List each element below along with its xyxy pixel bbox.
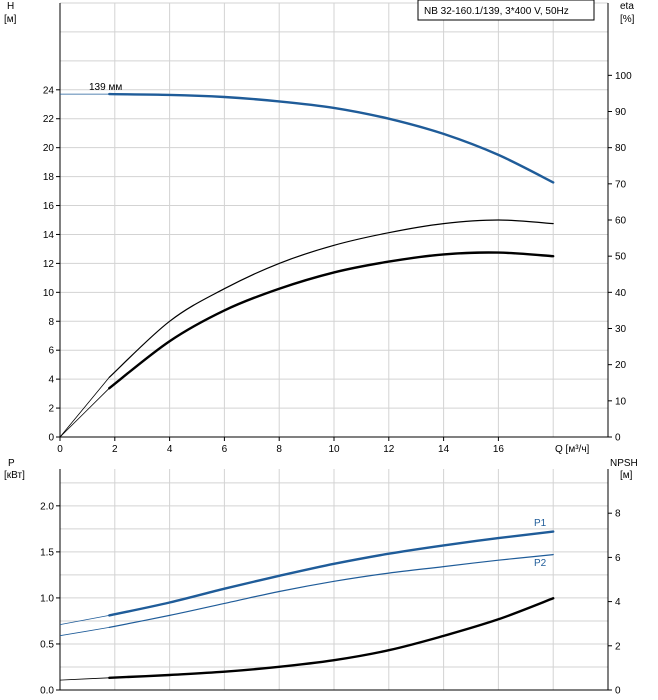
chart-title: NB 32-160.1/139, 3*400 V, 50Hz — [424, 6, 569, 17]
y-axis-name-P: P — [8, 458, 15, 469]
top-tick-labels: 0246810121416182022240102030405060708090… — [43, 71, 632, 455]
y2-tick-label: 20 — [615, 360, 627, 371]
series-0-extrapolation — [59, 615, 110, 625]
x-axis-label: Q [м³/ч] — [555, 444, 590, 455]
series-2-line — [108, 251, 555, 390]
series-2-extrapolation — [59, 677, 110, 681]
y-tick-label: 1.5 — [40, 547, 54, 558]
y2-tick-label: 70 — [615, 179, 627, 190]
y2-tick-label: 30 — [615, 324, 627, 335]
x-tick-label: 10 — [328, 444, 340, 455]
y2-tick-label: 90 — [615, 107, 627, 118]
y-tick-label: 0 — [48, 433, 54, 444]
y-axis-unit-H: [м] — [4, 14, 17, 25]
x-tick-label: 6 — [222, 444, 228, 455]
y-axis-unit-P: [кВт] — [4, 470, 25, 481]
series-label-P2: P2 — [534, 558, 547, 569]
series-2-extrapolation — [59, 387, 110, 438]
y-tick-label: 8 — [48, 317, 54, 328]
x-tick-label: 0 — [57, 444, 63, 455]
series-0-line — [108, 92, 555, 184]
y-tick-label: 6 — [48, 346, 54, 357]
y2-axis-name-eta: eta — [620, 1, 634, 12]
y2-axis-unit-eta: [%] — [620, 14, 635, 25]
y-tick-label: 4 — [48, 375, 54, 386]
y-tick-label: 2 — [48, 404, 54, 415]
power-npsh-panel: P [кВт] NPSH [м] 0.0 0.5 1.0 1.5 2.0 0 2 4 6 8 P1… — [4, 458, 638, 697]
y2-tick-label: 60 — [615, 216, 627, 227]
y2-axis-name-NPSH: NPSH — [610, 458, 638, 469]
series-1-line — [108, 219, 554, 378]
series-1-extrapolation — [59, 627, 110, 637]
x-tick-label: 16 — [493, 444, 505, 455]
bottom-grid — [59, 469, 609, 691]
x-tick-label: 8 — [276, 444, 282, 455]
bottom-series — [59, 530, 555, 681]
series-1-extrapolation — [59, 377, 110, 438]
top-series — [59, 92, 555, 438]
y2-tick-label: 6 — [615, 553, 621, 564]
head-efficiency-panel: NB 32-160.1/139, 3*400 V, 50Hz H [м] eta… — [4, 0, 635, 455]
y-tick-label: 24 — [43, 85, 55, 96]
y2-tick-label: 50 — [615, 252, 627, 263]
y2-tick-label: 0 — [615, 686, 621, 697]
y2-tick-label: 80 — [615, 143, 627, 154]
y-tick-label: 0.0 — [40, 686, 54, 697]
y-tick-label: 20 — [43, 143, 55, 154]
y-tick-label: 22 — [43, 114, 55, 125]
y-tick-label: 14 — [43, 230, 55, 241]
impeller-diameter-label: 139 мм — [89, 82, 122, 93]
y2-tick-label: 10 — [615, 396, 627, 407]
x-tick-label: 2 — [112, 444, 118, 455]
series-0-line — [108, 530, 555, 617]
y-tick-label: 10 — [43, 288, 55, 299]
x-tick-label: 12 — [383, 444, 395, 455]
series-1-line — [108, 554, 554, 628]
series-2-line — [108, 597, 555, 679]
y-tick-label: 16 — [43, 201, 55, 212]
x-tick-label: 4 — [167, 444, 173, 455]
y2-tick-label: 0 — [615, 433, 621, 444]
y2-tick-label: 8 — [615, 509, 621, 520]
y-tick-label: 18 — [43, 172, 55, 183]
x-tick-label: 14 — [438, 444, 450, 455]
y-tick-label: 0.5 — [40, 639, 54, 650]
y-tick-label: 1.0 — [40, 593, 54, 604]
y-tick-label: 2.0 — [40, 501, 54, 512]
bottom-tick-labels: 0.0 0.5 1.0 1.5 2.0 0 2 4 6 8 — [40, 501, 621, 696]
y2-tick-label: 4 — [615, 597, 621, 608]
y-axis-name-H: H — [7, 1, 14, 12]
y2-axis-unit-NPSH: [м] — [620, 470, 633, 481]
series-label-P1: P1 — [534, 518, 547, 529]
title-box — [417, 0, 595, 21]
y2-tick-label: 100 — [615, 71, 632, 82]
y-tick-label: 12 — [43, 259, 55, 270]
y2-tick-label: 2 — [615, 641, 621, 652]
y2-tick-label: 40 — [615, 288, 627, 299]
